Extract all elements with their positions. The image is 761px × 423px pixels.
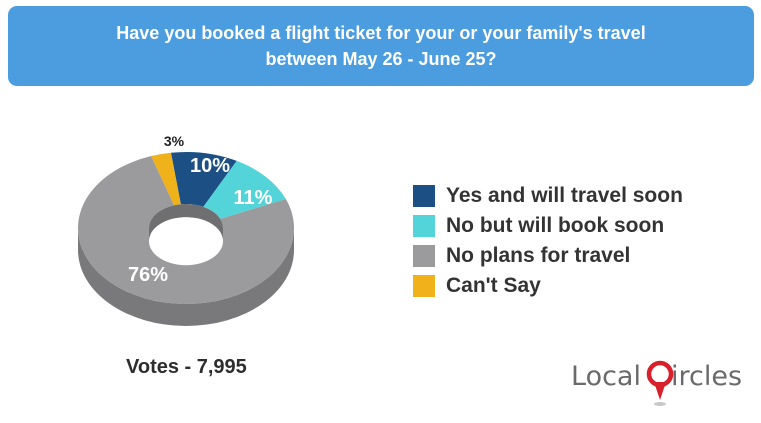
slice-value-label: 11% (234, 187, 273, 209)
slice-can-t-say (151, 152, 181, 206)
donut-side-walls (78, 228, 294, 326)
map-pin-icon (646, 360, 674, 406)
chart-legend: Yes and will travel soon No but will boo… (413, 181, 683, 301)
legend-label: Can't Say (446, 274, 541, 297)
slice-value-label: 10% (190, 155, 230, 177)
slice-side-wall (78, 228, 294, 326)
legend-item-cant-say: Can't Say (413, 271, 683, 301)
legend-item-no-plans: No plans for travel (413, 241, 683, 271)
donut-hole-center (149, 217, 223, 266)
question-header: Have you booked a flight ticket for your… (8, 6, 754, 86)
legend-swatch (413, 185, 435, 207)
slice-value-label: 3% (164, 133, 185, 149)
donut-hole (149, 204, 223, 266)
brand-text-right: ircles (671, 361, 743, 392)
brand-text-left: Local (571, 361, 641, 392)
slice-no-plans-for-travel (77, 156, 294, 305)
brand-logo: Local ircles (571, 360, 746, 410)
slice-yes-and-will-travel-soon (170, 152, 237, 207)
slice-no-but-will-book-soon (203, 160, 286, 219)
legend-swatch (413, 245, 435, 267)
votes-count: Votes - 7,995 (126, 356, 247, 378)
donut-hole-wall (149, 204, 223, 242)
slice-labels: 10%11% 76% 3% (128, 133, 273, 286)
question-title: Have you booked a flight ticket for your… (116, 23, 646, 69)
legend-label: Yes and will travel soon (446, 184, 683, 207)
donut-slices (77, 152, 294, 305)
legend-swatch (413, 275, 435, 297)
legend-label: No but will book soon (446, 214, 665, 237)
legend-item-yes-travel: Yes and will travel soon (413, 181, 683, 211)
legend-swatch (413, 215, 435, 237)
legend-label: No plans for travel (446, 244, 631, 267)
legend-item-no-book: No but will book soon (413, 211, 683, 241)
slice-value-label: 76% (128, 264, 168, 286)
